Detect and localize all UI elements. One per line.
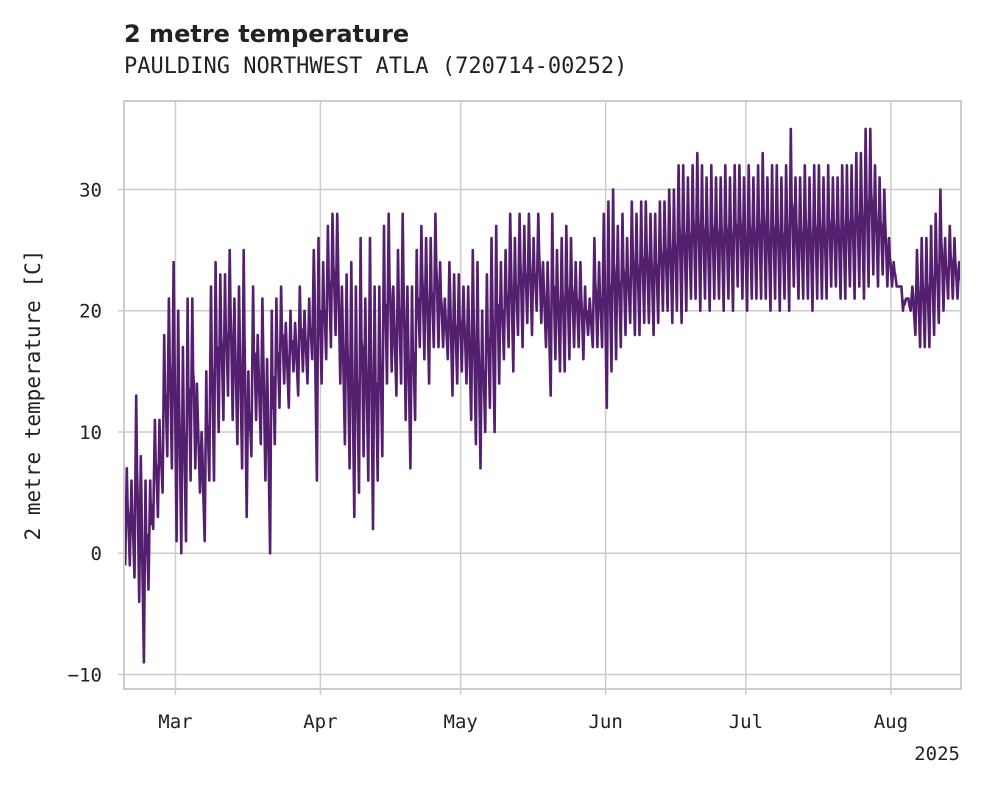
chart-subtitle: PAULDING NORTHWEST ATLA (720714-00252) bbox=[124, 54, 627, 79]
y-axis-label: 2 metre temperature [C] bbox=[21, 250, 45, 541]
y-tick-label: 20 bbox=[79, 301, 102, 323]
x-tick-label-mar: Mar bbox=[158, 711, 192, 733]
temperature-series-line bbox=[123, 127, 962, 664]
y-tick-label: −10 bbox=[68, 664, 102, 686]
plot-frame bbox=[123, 100, 962, 690]
y-tick-label: 30 bbox=[79, 180, 102, 202]
x-tick-label-jul: Jul bbox=[729, 711, 763, 733]
x-tick-label-jun: Jun bbox=[588, 711, 622, 733]
x-axis-year-label: 2025 bbox=[914, 743, 960, 765]
data-series bbox=[123, 127, 962, 664]
y-tick-label: 0 bbox=[91, 543, 102, 565]
y-tick-label: 10 bbox=[79, 422, 102, 444]
x-tick-label-aug: Aug bbox=[874, 711, 908, 733]
chart-title: 2 metre temperature bbox=[124, 20, 409, 48]
x-tick-label-apr: Apr bbox=[303, 711, 337, 733]
x-tick-label-may: May bbox=[444, 711, 478, 733]
axis-ticks: −10 0 10 20 30 Mar Apr May Jun Jul Aug bbox=[68, 180, 908, 733]
